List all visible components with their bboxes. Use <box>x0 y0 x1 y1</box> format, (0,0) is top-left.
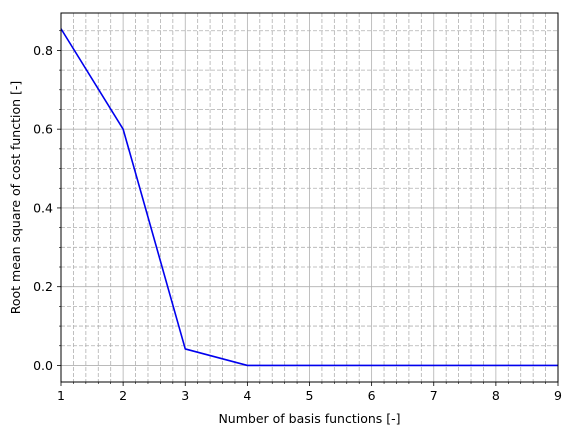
x-tick-label: 6 <box>368 388 376 403</box>
y-tick-label: 0.0 <box>33 358 53 373</box>
series-layer <box>60 28 558 367</box>
x-axis-label: Number of basis functions [-] <box>218 411 400 426</box>
y-tick-label: 0.4 <box>33 200 53 215</box>
x-tick-label: 2 <box>119 388 127 403</box>
x-tick-label: 8 <box>492 388 500 403</box>
y-tick-label: 0.8 <box>33 43 53 58</box>
x-tick-label: 3 <box>181 388 189 403</box>
y-tick-label: 0.6 <box>33 122 53 137</box>
x-tick-label: 4 <box>243 388 251 403</box>
x-axis-ticks: 1 2 3 4 5 6 7 8 9 <box>57 382 562 403</box>
x-tick-label: 5 <box>306 388 314 403</box>
x-tick-label: 1 <box>57 388 65 403</box>
x-tick-label: 9 <box>554 388 562 403</box>
series-line <box>60 28 558 367</box>
x-tick-label: 7 <box>430 388 438 403</box>
y-axis-label: Root mean square of cost function [-] <box>8 81 23 315</box>
y-axis-ticks: 0.0 0.2 0.4 0.6 0.8 <box>33 30 61 373</box>
y-tick-label: 0.2 <box>33 279 53 294</box>
